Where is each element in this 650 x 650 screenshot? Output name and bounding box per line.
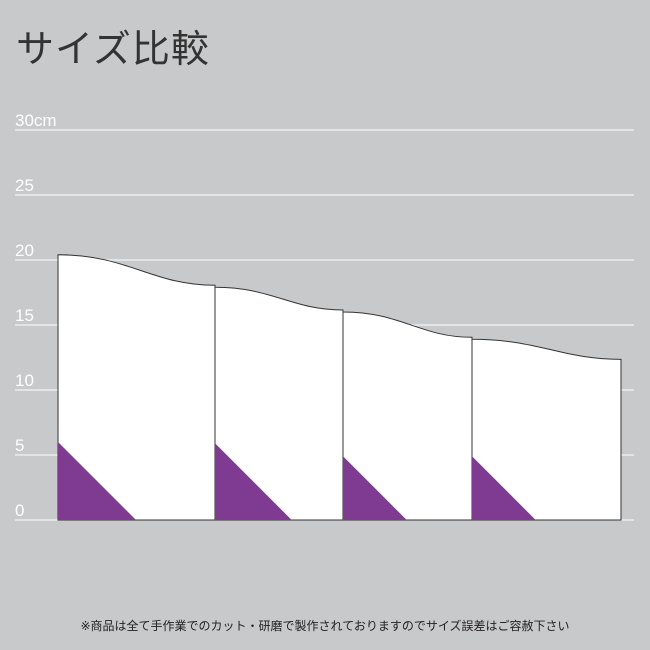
disclaimer-note: ※商品は全て手作業でのカット・研磨で製作されておりますのでサイズ誤差はご容赦下さ… [80,619,570,633]
purple-triangle [343,456,407,520]
piece-outline [57,254,622,521]
purple-triangle [472,456,536,520]
purple-triangle [215,443,292,520]
y-tick-label: 25 [15,176,34,195]
y-tick-label: 5 [15,436,24,455]
y-tick-label: 10 [15,371,34,390]
y-tick-label: 20 [15,241,34,260]
y-tick-label: 15 [15,306,34,325]
y-tick-label: 0 [15,501,24,520]
page-title: サイズ比較 [16,27,210,71]
y-tick-label: 30cm [15,111,57,130]
purple-triangle [58,442,136,520]
